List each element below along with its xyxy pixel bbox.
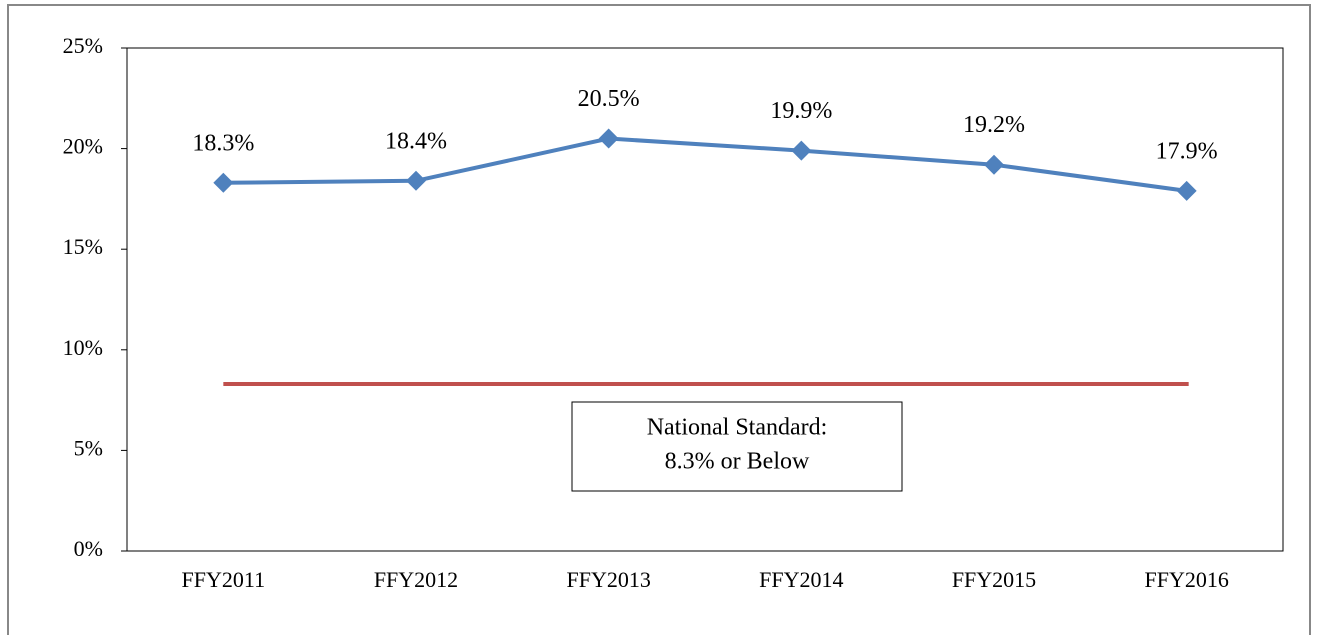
annotation-text: 8.3% or Below — [665, 449, 810, 475]
marker — [213, 172, 234, 193]
frame — [7, 4, 1311, 635]
marker — [406, 170, 426, 191]
x-tick-label: FFY2014 — [759, 567, 843, 592]
x-tick-label: FFY2013 — [566, 567, 650, 592]
marker — [598, 128, 619, 149]
marker — [1176, 180, 1197, 201]
x-tick-label: FFY2012 — [374, 567, 458, 592]
data-label: 19.9% — [770, 98, 832, 124]
x-tick-label: FFY2015 — [952, 567, 1036, 592]
data-label: 19.2% — [963, 112, 1025, 138]
annotation-text: National Standard: — [647, 415, 828, 441]
y-tick-label: 20% — [63, 134, 103, 159]
data-label: 20.5% — [578, 86, 640, 112]
line — [223, 136, 1187, 193]
y-tick-label: 25% — [63, 33, 103, 58]
data-label: 17.9% — [1156, 138, 1218, 164]
y-tick-label: 10% — [63, 335, 103, 360]
y-tick-label: 15% — [63, 234, 103, 259]
data-label: 18.3% — [192, 130, 254, 156]
annotation-box — [571, 401, 903, 492]
plot-area — [126, 47, 1284, 552]
y-tick-label: 0% — [74, 536, 103, 561]
marker — [791, 140, 812, 161]
y-tick-label: 5% — [74, 435, 103, 460]
x-tick-label: FFY2011 — [182, 567, 266, 592]
data-label: 18.4% — [385, 128, 447, 154]
marker — [984, 154, 1004, 175]
x-tick-label: FFY2016 — [1144, 567, 1228, 592]
